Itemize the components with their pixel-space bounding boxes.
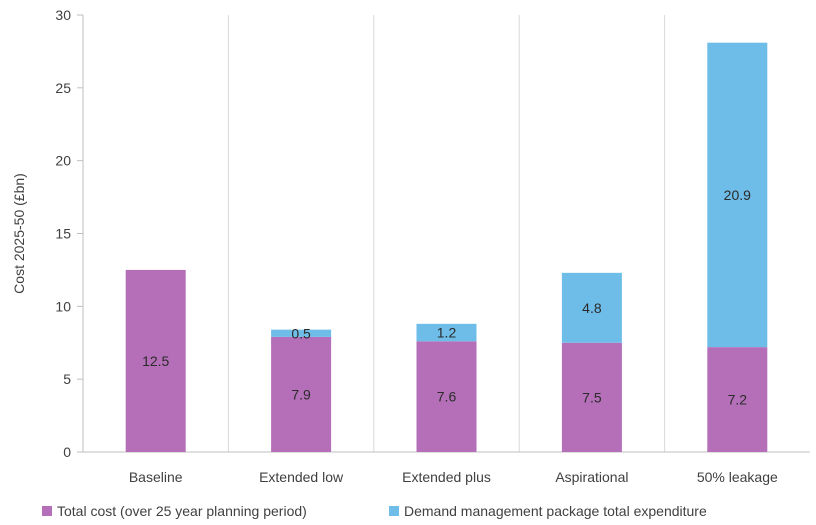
bar-total-cost	[707, 347, 768, 452]
y-tick-label: 30	[55, 7, 71, 23]
bar-total-cost	[416, 341, 477, 452]
data-label: 7.5	[582, 389, 602, 405]
y-axis-title: Cost 2025-50 (£bn)	[11, 173, 27, 294]
bar-demand-management	[561, 272, 622, 343]
x-tick-label: Extended low	[259, 469, 344, 485]
data-label: 7.6	[437, 389, 457, 405]
data-label: 12.5	[142, 353, 169, 369]
y-tick-label: 5	[63, 371, 71, 387]
bar-total-cost	[271, 336, 332, 452]
y-tick-label: 10	[55, 298, 71, 314]
bars: 12.5 7.9 0.5 7.6 1.2 7.5 4.8 7.2 20.9	[125, 42, 768, 452]
y-axis: 0 5 10 15 20 25 30	[55, 7, 84, 460]
legend: Total cost (over 25 year planning period…	[42, 503, 707, 519]
legend-item: Demand management package total expendit…	[389, 503, 707, 519]
legend-swatch	[42, 506, 52, 516]
data-label: 7.2	[728, 392, 748, 408]
x-tick-label: Baseline	[129, 469, 183, 485]
legend-swatch	[389, 506, 399, 516]
data-label: 0.5	[291, 325, 311, 341]
y-tick-label: 0	[63, 444, 71, 460]
bar-total-cost	[561, 342, 622, 452]
bar-demand-management	[271, 329, 332, 337]
x-tick-label: Extended plus	[402, 469, 491, 485]
x-axis-ticks: Baseline Extended low Extended plus Aspirat…	[129, 469, 778, 485]
x-tick-label: 50% leakage	[697, 469, 778, 485]
x-tick-label: Aspirational	[555, 469, 628, 485]
legend-label: Total cost (over 25 year planning period…	[57, 503, 307, 519]
data-label: 20.9	[724, 187, 751, 203]
bar-total-cost	[125, 269, 186, 452]
bar-demand-management	[416, 323, 477, 342]
data-label: 4.8	[582, 300, 602, 316]
legend-label: Demand management package total expendit…	[404, 503, 707, 519]
y-tick-label: 20	[55, 153, 71, 169]
y-tick-label: 25	[55, 80, 71, 96]
y-tick-label: 15	[55, 226, 71, 242]
category-separators	[227, 15, 666, 452]
legend-item: Total cost (over 25 year planning period…	[42, 503, 307, 519]
bar-demand-management	[707, 42, 768, 348]
data-label: 1.2	[437, 325, 457, 341]
data-label: 7.9	[291, 386, 311, 402]
